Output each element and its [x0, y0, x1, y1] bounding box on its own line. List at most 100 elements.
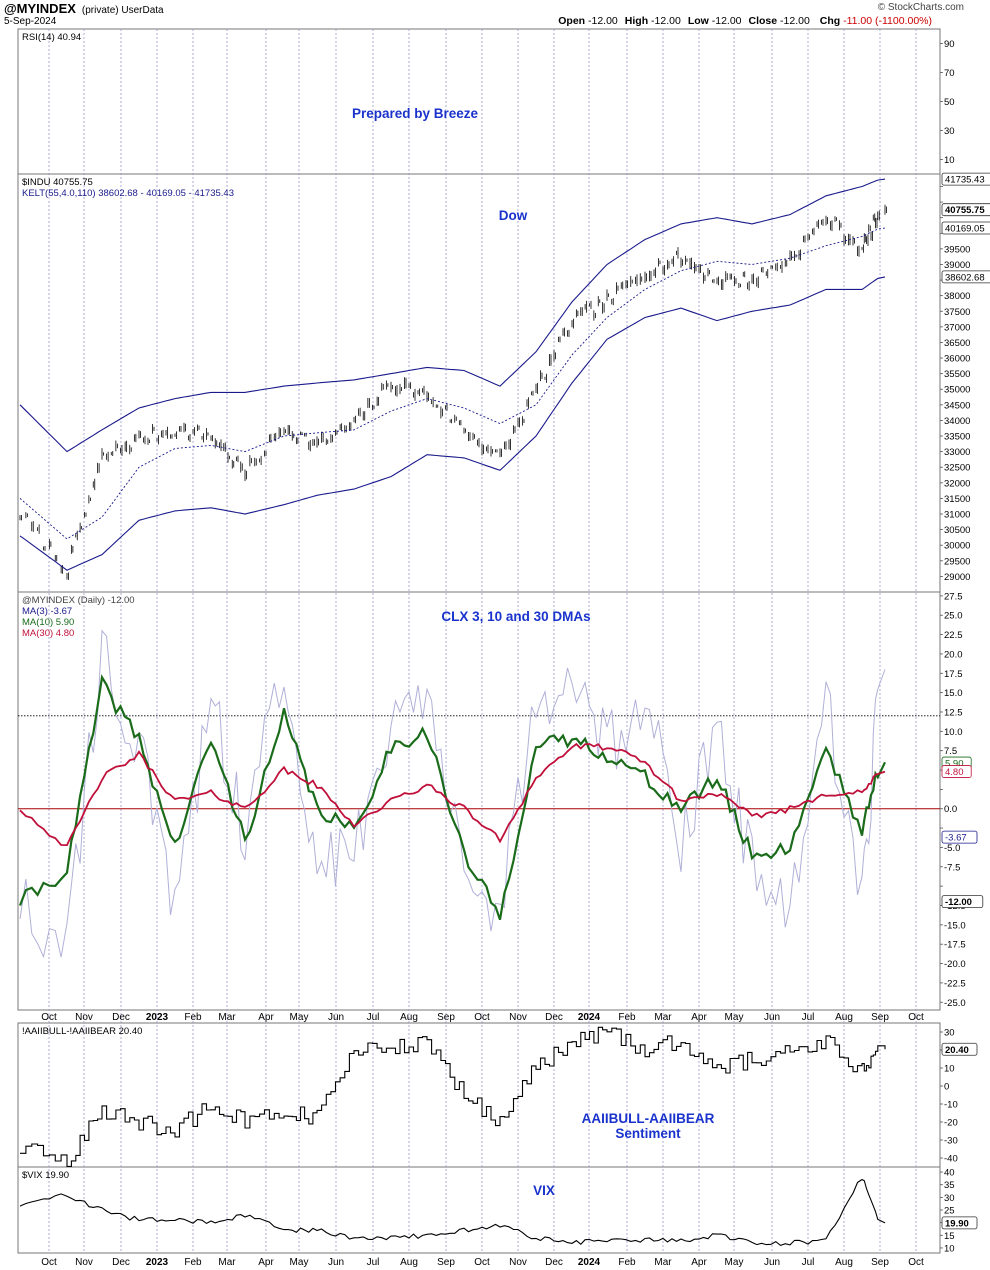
y-tick-label: 40 [944, 1168, 955, 1179]
y-tick-label: 36000 [944, 354, 970, 365]
price-label-box [941, 221, 990, 235]
price-label: 40169.05 [941, 221, 990, 235]
price-label-box [941, 1042, 978, 1056]
y-tick-label: 30500 [944, 525, 970, 536]
vix-line [19, 1178, 886, 1247]
y-tick-label: -22.5 [944, 978, 966, 989]
x-tick-label: Feb [618, 1012, 636, 1023]
y-tick-label: 39000 [944, 260, 970, 271]
price-label: 41735.43 [941, 172, 990, 186]
y-tick-label: 22.5 [944, 630, 963, 641]
annotation-text: Dow [499, 208, 528, 223]
x-tick-label: Dec [112, 1257, 130, 1268]
price-label: -12.00 [941, 895, 984, 909]
panel-frame-rsi [17, 28, 941, 175]
y-axis-clx: 27.5 25.0 22.5 20.0 17.5 15.0 12.5 10.0 7.5 0.0 -5… [940, 591, 966, 1009]
ma30-line [19, 742, 886, 847]
kelt-middle-line [19, 227, 886, 540]
x-tick-label: Oct [908, 1257, 924, 1268]
y-tick-label: 27.5 [944, 591, 963, 602]
y-tick-label: 35500 [944, 369, 970, 380]
symbol-label: @MYINDEX [4, 1, 76, 16]
y-tick-label: 17.5 [944, 669, 963, 680]
y-tick-label: 37500 [944, 307, 970, 318]
x-tick-label: 2024 [578, 1012, 601, 1023]
y-tick-label: 30 [944, 126, 955, 137]
ohlc-label-high: High [624, 15, 649, 27]
x-tick-label: Nov [509, 1012, 527, 1023]
month-gridlines [48, 29, 917, 1253]
ohlc-value-low: -12.00 [708, 15, 742, 27]
legend-entry: MA(10) 5.90 [22, 617, 74, 628]
x-tick-label: May [725, 1257, 744, 1268]
chg-label: Chg [819, 15, 841, 27]
y-tick-label: 25 [944, 1206, 955, 1217]
x-tick-label: May [290, 1257, 309, 1268]
price-label-box [941, 172, 990, 186]
legend-rsi: RSI(14) 40.94 [22, 32, 81, 43]
price-label-text: 40169.05 [945, 223, 985, 234]
y-tick-label: 0.0 [944, 804, 957, 815]
y-tick-label: 35000 [944, 385, 970, 396]
legend-entry: MA(3) -3.67 [22, 606, 72, 617]
x-tick-label: Apr [691, 1257, 707, 1268]
ma3-line [19, 629, 886, 959]
ohlc-label-low: Low [687, 15, 709, 27]
price-label-text: 41735.43 [945, 175, 985, 186]
panel-frame-clx [17, 591, 941, 1011]
y-tick-label: 30 [944, 1193, 955, 1204]
price-label-text: 20.40 [945, 1045, 969, 1056]
x-tick-label: Sep [437, 1257, 455, 1268]
y-tick-label: -15.0 [944, 920, 966, 931]
annotation-clx: CLX 3, 10 and 30 DMAs [441, 609, 590, 624]
x-axis-labels-bottom: Oct Nov Dec 2023 Feb Mar Apr May Jun Jul Aug Sep Oct… [41, 1257, 924, 1268]
annotation-text: CLX 3, 10 and 30 DMAs [441, 609, 590, 624]
sentiment-line [20, 1026, 886, 1167]
x-tick-label: Dec [545, 1257, 563, 1268]
legend-entry: KELT(55,4.0,110) 38602.68 - 40169.05 - 4… [22, 188, 234, 199]
ma10-line [18, 674, 886, 921]
y-tick-label: 7.5 [944, 746, 957, 757]
x-tick-label: Nov [75, 1012, 93, 1023]
y-tick-label: 36500 [944, 338, 970, 349]
price-label: -3.67 [941, 830, 978, 844]
annotation-text: AAIIBULL-AAIIBEAR [582, 1111, 715, 1126]
x-tick-label: May [725, 1012, 744, 1023]
price-label: 40755.75 [941, 203, 990, 216]
ohlc-items: Open -12.00 High -12.00 Low -12.00 Close -1… [558, 15, 810, 27]
price-label-box [941, 765, 972, 778]
x-tick-label: Feb [184, 1257, 202, 1268]
y-tick-label: 12.5 [944, 707, 963, 718]
symbol-sub: (private) UserData [81, 5, 164, 16]
y-tick-label: 33500 [944, 432, 970, 443]
x-tick-label: Oct [474, 1257, 490, 1268]
legend-entry: MA(30) 4.80 [22, 628, 74, 639]
y-tick-label: 10 [944, 155, 955, 166]
x-tick-label: Aug [400, 1012, 418, 1023]
x-tick-label: Mar [218, 1257, 236, 1268]
chart-title: @MYINDEX (private) UserData [4, 1, 164, 16]
x-tick-label: Oct [41, 1012, 57, 1023]
ohlc-readout: Open -12.00 High -12.00 Low -12.00 Close -1… [558, 15, 932, 27]
price-label-text: 40755.75 [945, 205, 985, 216]
price-label-text: -12.00 [945, 897, 972, 908]
y-tick-label: 29500 [944, 556, 970, 567]
annotation-text: Prepared by Breeze [352, 106, 479, 121]
price-label-box [941, 270, 990, 284]
y-tick-label: 33000 [944, 447, 970, 458]
price-label-box [941, 1216, 978, 1230]
x-tick-label: 2023 [146, 1012, 169, 1023]
y-tick-label: 30000 [944, 541, 970, 552]
y-tick-label: 15.0 [944, 688, 963, 699]
x-tick-label: Mar [218, 1012, 236, 1023]
y-tick-label: 34500 [944, 400, 970, 411]
price-label-box [941, 895, 984, 909]
x-tick-label: Mar [654, 1257, 672, 1268]
x-tick-label: Apr [258, 1012, 274, 1023]
y-tick-label: -7.5 [944, 862, 960, 873]
x-tick-label: Jun [764, 1012, 780, 1023]
x-tick-label: Jul [802, 1012, 815, 1023]
panel-frame-sentiment [17, 1022, 941, 1168]
